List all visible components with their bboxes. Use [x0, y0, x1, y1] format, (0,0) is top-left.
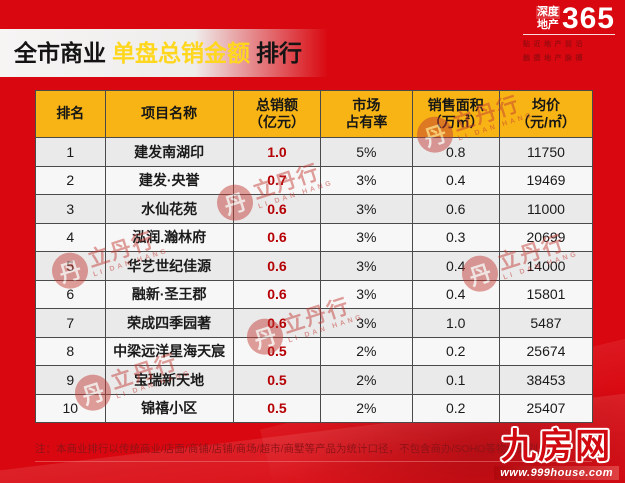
- brand-logo-mark: 深度 地产 365: [523, 2, 615, 35]
- cell-sales: 1.0: [232, 137, 322, 167]
- cell-sales: 0.6: [232, 308, 322, 338]
- page-title-prefix: 全市商业: [14, 40, 106, 66]
- cell-price: 11750: [498, 137, 594, 167]
- brand-logo: 深度 地产 365 贴近地产前沿 触摸地产脉搏: [523, 2, 615, 63]
- cell-rank: 8: [35, 336, 106, 366]
- page-title-highlight: 单盘总销金额: [112, 40, 250, 66]
- cell-name: 泓润.瀚林府: [104, 222, 234, 252]
- column-header-name: 项目名称: [104, 90, 234, 138]
- page-title-suffix: 排行: [256, 40, 302, 66]
- table-header-row: 排名 项目名称 总销额 （亿元） 市场 占有率 销售面积 （万㎡） 均价 （元/㎡）: [35, 90, 594, 138]
- cell-share: 3%: [320, 279, 413, 309]
- cell-price: 11000: [498, 194, 594, 224]
- site-logo: 九房网: [501, 427, 613, 466]
- cell-price: 38453: [498, 365, 594, 395]
- cell-share: 2%: [320, 393, 413, 423]
- cell-rank: 7: [35, 308, 106, 338]
- table-row: 9 宝瑞新天地 0.5 2% 0.1 38453: [35, 365, 594, 395]
- brand-logo-word-top: 深度: [535, 6, 560, 19]
- cell-price: 5487: [498, 308, 594, 338]
- cell-rank: 9: [35, 365, 106, 395]
- column-header-sales: 总销额 （亿元）: [232, 90, 322, 138]
- cell-name: 宝瑞新天地: [104, 365, 234, 395]
- cell-share: 3%: [320, 165, 413, 195]
- column-header-rank: 排名: [35, 90, 106, 138]
- column-header-share: 市场 占有率: [320, 90, 413, 138]
- cell-sales: 0.6: [232, 222, 322, 252]
- cell-name: 建发南湖印: [104, 137, 234, 167]
- cell-price: 20699: [498, 222, 594, 252]
- brand-logo-word-bottom: 地产: [536, 18, 559, 31]
- cell-area: 0.8: [411, 137, 500, 167]
- table-row: 1 建发南湖印 1.0 5% 0.8 11750: [35, 137, 594, 167]
- cell-rank: 4: [35, 222, 106, 252]
- table-row: 2 建发·央誉 0.7 3% 0.4 19469: [35, 165, 594, 195]
- table-body: 1 建发南湖印 1.0 5% 0.8 11750 2 建发·央誉 0.7 3% 0.4 19469 3 水…: [35, 137, 594, 423]
- table-row: 8 中梁远洋星海天宸 0.5 2% 0.2 25674: [35, 336, 594, 366]
- cell-area: 0.2: [411, 393, 500, 423]
- cell-area: 0.6: [411, 194, 500, 224]
- cell-sales: 0.6: [232, 194, 322, 224]
- cell-rank: 10: [35, 393, 106, 423]
- cell-share: 3%: [320, 222, 413, 252]
- cell-area: 1.0: [411, 308, 500, 338]
- table-row: 5 华艺世纪佳源 0.6 3% 0.4 14000: [35, 251, 594, 281]
- cell-name: 锦禧小区: [104, 393, 234, 423]
- cell-name: 建发·央誉: [104, 165, 234, 195]
- cell-share: 2%: [320, 336, 413, 366]
- cell-price: 25674: [498, 336, 594, 366]
- table-row: 7 荣成四季园著 0.6 3% 1.0 5487: [35, 308, 594, 338]
- site-badge: 九房网 www.999house.com: [494, 429, 619, 480]
- cell-name: 荣成四季园著: [104, 308, 234, 338]
- cell-sales: 0.6: [232, 279, 322, 309]
- cell-sales: 0.5: [232, 393, 322, 423]
- cell-area: 0.4: [411, 279, 500, 309]
- cell-area: 0.4: [411, 165, 500, 195]
- cell-sales: 0.6: [232, 251, 322, 281]
- cell-rank: 6: [35, 279, 106, 309]
- cell-area: 0.3: [411, 222, 500, 252]
- cell-price: 14000: [498, 251, 594, 281]
- cell-rank: 1: [35, 137, 106, 167]
- cell-price: 15801: [498, 279, 594, 309]
- cell-sales: 0.5: [232, 336, 322, 366]
- column-header-area: 销售面积 （万㎡）: [411, 90, 500, 138]
- column-header-price: 均价 （元/㎡）: [498, 90, 594, 138]
- cell-price: 19469: [498, 165, 594, 195]
- cell-sales: 0.5: [232, 365, 322, 395]
- table-row: 6 融新·圣王郡 0.6 3% 0.4 15801: [35, 279, 594, 309]
- table-row: 3 水仙花苑 0.6 3% 0.6 11000: [35, 194, 594, 224]
- cell-sales: 0.7: [232, 165, 322, 195]
- site-url: www.999house.com: [494, 466, 619, 480]
- footer-note: 注：本商业排行以传统商业/店面/商铺/店铺/商场/超市/商墅等产品为统计口径，不…: [35, 441, 592, 462]
- cell-area: 0.1: [411, 365, 500, 395]
- cell-share: 2%: [320, 365, 413, 395]
- brand-logo-number: 365: [561, 2, 615, 35]
- cell-name: 水仙花苑: [104, 194, 234, 224]
- brand-slogan-line2: 触摸地产脉搏: [523, 54, 586, 62]
- cell-share: 3%: [320, 251, 413, 281]
- brand-logo-divider: [523, 33, 615, 35]
- brand-slogan-line1: 贴近地产前沿: [523, 40, 586, 48]
- cell-price: 25407: [498, 393, 594, 423]
- cell-name: 华艺世纪佳源: [104, 251, 234, 281]
- title-banner: 全市商业 单盘总销金额 排行: [0, 29, 335, 77]
- table-row: 10 锦禧小区 0.5 2% 0.2 25407: [35, 393, 594, 423]
- cell-area: 0.4: [411, 251, 500, 281]
- cell-rank: 3: [35, 194, 106, 224]
- cell-name: 融新·圣王郡: [104, 279, 234, 309]
- cell-share: 3%: [320, 308, 413, 338]
- cell-rank: 2: [35, 165, 106, 195]
- cell-share: 5%: [320, 137, 413, 167]
- cell-name: 中梁远洋星海天宸: [104, 336, 234, 366]
- cell-share: 3%: [320, 194, 413, 224]
- cell-area: 0.2: [411, 336, 500, 366]
- table-row: 4 泓润.瀚林府 0.6 3% 0.3 20699: [35, 222, 594, 252]
- cell-rank: 5: [35, 251, 106, 281]
